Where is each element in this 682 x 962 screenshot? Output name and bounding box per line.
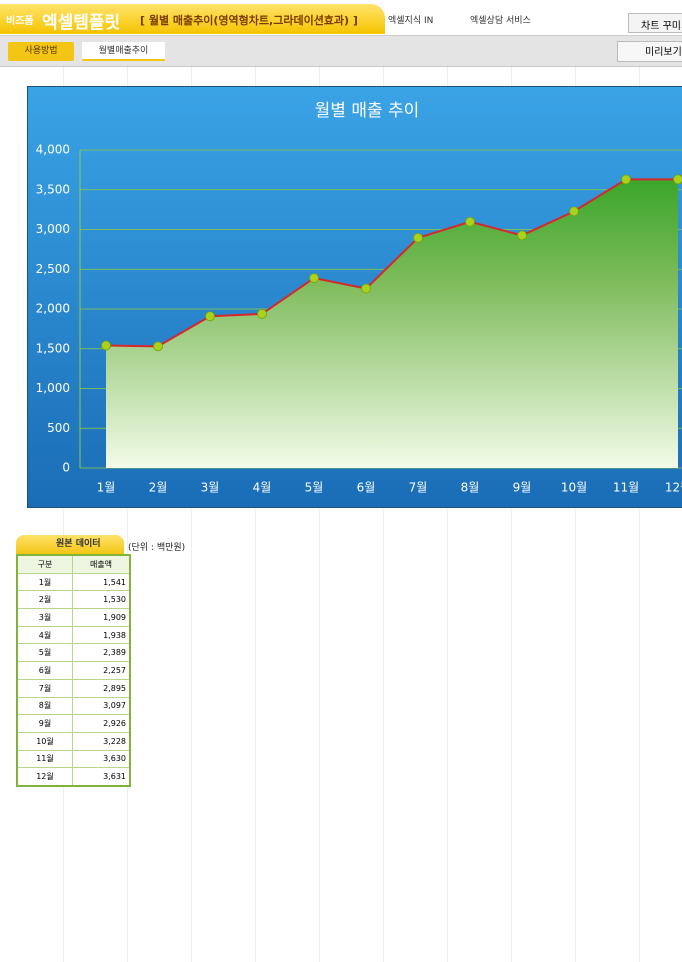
y-tick-label: 2,000 — [36, 302, 70, 316]
y-tick-label: 3,500 — [36, 182, 70, 196]
table-row: 10월 3,228 — [16, 731, 131, 751]
preview-button[interactable]: 미리보기 — [617, 41, 682, 62]
data-table: 구분 매출액 1월 1,541 2월 1,530 3월 1,909 4월 1,938 5월 2,389… — [16, 554, 131, 787]
link[interactable]: 엑셀상담 서비스 — [470, 16, 531, 26]
table-row: 7월 2,895 — [16, 678, 131, 698]
table-cell: 1,938 — [72, 625, 131, 645]
table-cell: 1,909 — [72, 608, 131, 627]
link[interactable]: 엑셀지식 IN — [388, 16, 434, 26]
x-tick-label: 6월 — [357, 481, 376, 495]
table-cell: 1,530 — [72, 590, 131, 610]
table-cell: 3,630 — [72, 749, 131, 769]
y-tick-label: 500 — [47, 421, 70, 435]
y-tick-label: 3,000 — [36, 222, 70, 236]
table-cell: 3,631 — [72, 767, 131, 787]
y-tick-label: 2,500 — [36, 262, 70, 276]
marker — [413, 232, 423, 243]
toolbar: 사용방법 월별매출추이 미리보기 — [0, 36, 682, 67]
table-row: 8월 3,097 — [16, 696, 131, 716]
marker — [517, 230, 527, 241]
brand-bar — [0, 4, 385, 34]
table-cell: 11월 — [16, 749, 73, 769]
table-row: 2월 1,530 — [16, 590, 131, 610]
line — [105, 178, 679, 348]
table-row: 12월 3,631 — [16, 767, 131, 787]
y-tick-label: 0 — [62, 461, 70, 475]
x-tick-label: 10월 — [561, 481, 587, 495]
x-tick-label: 11월 — [613, 481, 639, 495]
table-row: 구분 매출액 — [16, 554, 131, 574]
marker — [361, 283, 371, 294]
table-title: 원본 데이터 — [16, 535, 124, 554]
y-tick-label: 4,000 — [36, 143, 70, 157]
marker — [673, 174, 682, 185]
table-cell: 3월 — [16, 608, 73, 627]
y-tick-label: 1,000 — [36, 381, 70, 395]
table-cell: 1월 — [16, 572, 73, 592]
tab[interactable]: 월별매출추이 — [82, 42, 165, 61]
table-cell: 8월 — [16, 696, 73, 716]
table-row: 5월 2,389 — [16, 643, 131, 663]
table-row: 6월 2,257 — [16, 661, 131, 680]
table-cell: 10월 — [16, 731, 73, 751]
x-tick-label: 4월 — [253, 481, 272, 495]
table-cell: 2,895 — [72, 678, 131, 698]
x-tick-label: 8월 — [461, 481, 480, 495]
table-cell: 2,389 — [72, 643, 131, 663]
marker — [101, 340, 111, 351]
marker — [309, 273, 319, 283]
table-row: 11월 3,630 — [16, 749, 131, 769]
table-cell: 3,097 — [72, 696, 131, 716]
x-tick-label: 7월 — [409, 481, 428, 495]
header: 비즈폼 엑셀템플릿 [ 월별 매출추이(영역형차트,그라데이션효과) ] 엑셀지… — [0, 0, 682, 36]
table-cell: 9월 — [16, 714, 73, 733]
marker — [621, 174, 631, 185]
table-cell: 6월 — [16, 661, 73, 680]
table-row: 4월 1,938 — [16, 625, 131, 645]
table-cell: 7월 — [16, 678, 73, 698]
x-tick-label: 3월 — [201, 481, 220, 495]
chart: 월별 매출 추이 0 500 1,000 1,500 2,000 2,500 3,000 3,… — [27, 86, 682, 508]
x-tick-label: 12월 — [665, 481, 682, 495]
x-tick-label: 1월 — [97, 481, 116, 495]
table-cell: 5월 — [16, 643, 73, 663]
brand[interactable]: 엑셀템플릿 — [42, 13, 121, 33]
x-tick-label: 9월 — [513, 481, 532, 495]
unit-note: (단위 : 백만원) — [128, 543, 186, 553]
marker — [153, 341, 163, 352]
button[interactable]: 차트 꾸미기 — [628, 13, 682, 33]
page-title: [ 월별 매출추이(영역형차트,그라데이션효과) ] — [140, 14, 358, 27]
table-cell: 2,257 — [72, 661, 131, 680]
marker — [569, 206, 579, 217]
brand-small: 비즈폼 — [6, 16, 34, 27]
marker — [205, 311, 215, 322]
marker — [465, 216, 475, 227]
table-cell: 2월 — [16, 590, 73, 610]
marker — [257, 309, 267, 319]
x-tick-label: 2월 — [149, 481, 168, 495]
table-row: 3월 1,909 — [16, 608, 131, 627]
table-cell: 구분 — [16, 554, 73, 574]
table-row: 9월 2,926 — [16, 714, 131, 733]
area — [106, 179, 678, 468]
table-cell: 2,926 — [72, 714, 131, 733]
y-tick-label: 1,500 — [36, 341, 70, 355]
table-cell: 1,541 — [72, 572, 131, 592]
table-cell: 4월 — [16, 625, 73, 645]
table-row: 1월 1,541 — [16, 572, 131, 592]
table-cell: 3,228 — [72, 731, 131, 751]
table-cell: 12월 — [16, 767, 73, 787]
x-tick-label: 5월 — [305, 481, 324, 495]
tab[interactable]: 사용방법 — [8, 42, 74, 61]
table-cell: 매출액 — [72, 554, 131, 574]
chart-title: 월별 매출 추이 — [315, 101, 420, 121]
